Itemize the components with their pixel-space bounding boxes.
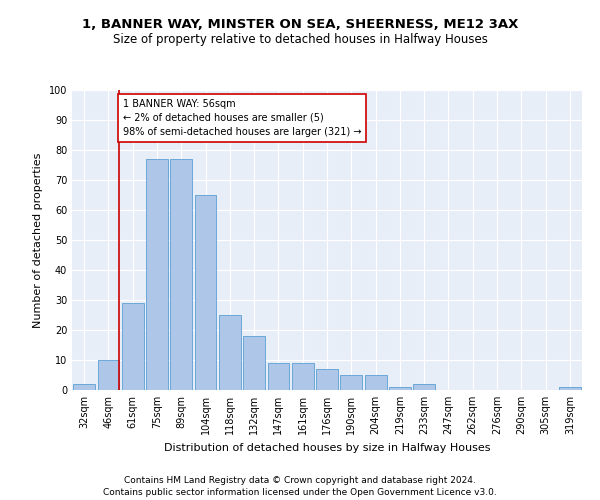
Bar (365, 375, 386, 390)
Bar (559, 387, 581, 390)
Bar (146, 159, 168, 390)
Bar (243, 336, 265, 390)
Bar (413, 384, 435, 390)
Bar (340, 375, 362, 390)
Text: Contains public sector information licensed under the Open Government Licence v3: Contains public sector information licen… (103, 488, 497, 497)
Bar (268, 363, 289, 390)
Bar (292, 363, 314, 390)
Bar (316, 369, 338, 390)
Text: Contains HM Land Registry data © Crown copyright and database right 2024.: Contains HM Land Registry data © Crown c… (124, 476, 476, 485)
Y-axis label: Number of detached properties: Number of detached properties (33, 152, 43, 328)
Bar (73, 384, 95, 390)
X-axis label: Distribution of detached houses by size in Halfway Houses: Distribution of detached houses by size … (164, 442, 490, 452)
Text: 1 BANNER WAY: 56sqm
← 2% of detached houses are smaller (5)
98% of semi-detached: 1 BANNER WAY: 56sqm ← 2% of detached hou… (123, 99, 361, 137)
Text: 1, BANNER WAY, MINSTER ON SEA, SHEERNESS, ME12 3AX: 1, BANNER WAY, MINSTER ON SEA, SHEERNESS… (82, 18, 518, 30)
Bar (389, 387, 411, 390)
Bar (97, 360, 119, 390)
Bar (122, 303, 143, 390)
Text: Size of property relative to detached houses in Halfway Houses: Size of property relative to detached ho… (113, 32, 487, 46)
Bar (194, 195, 217, 390)
Bar (219, 315, 241, 390)
Bar (170, 159, 192, 390)
